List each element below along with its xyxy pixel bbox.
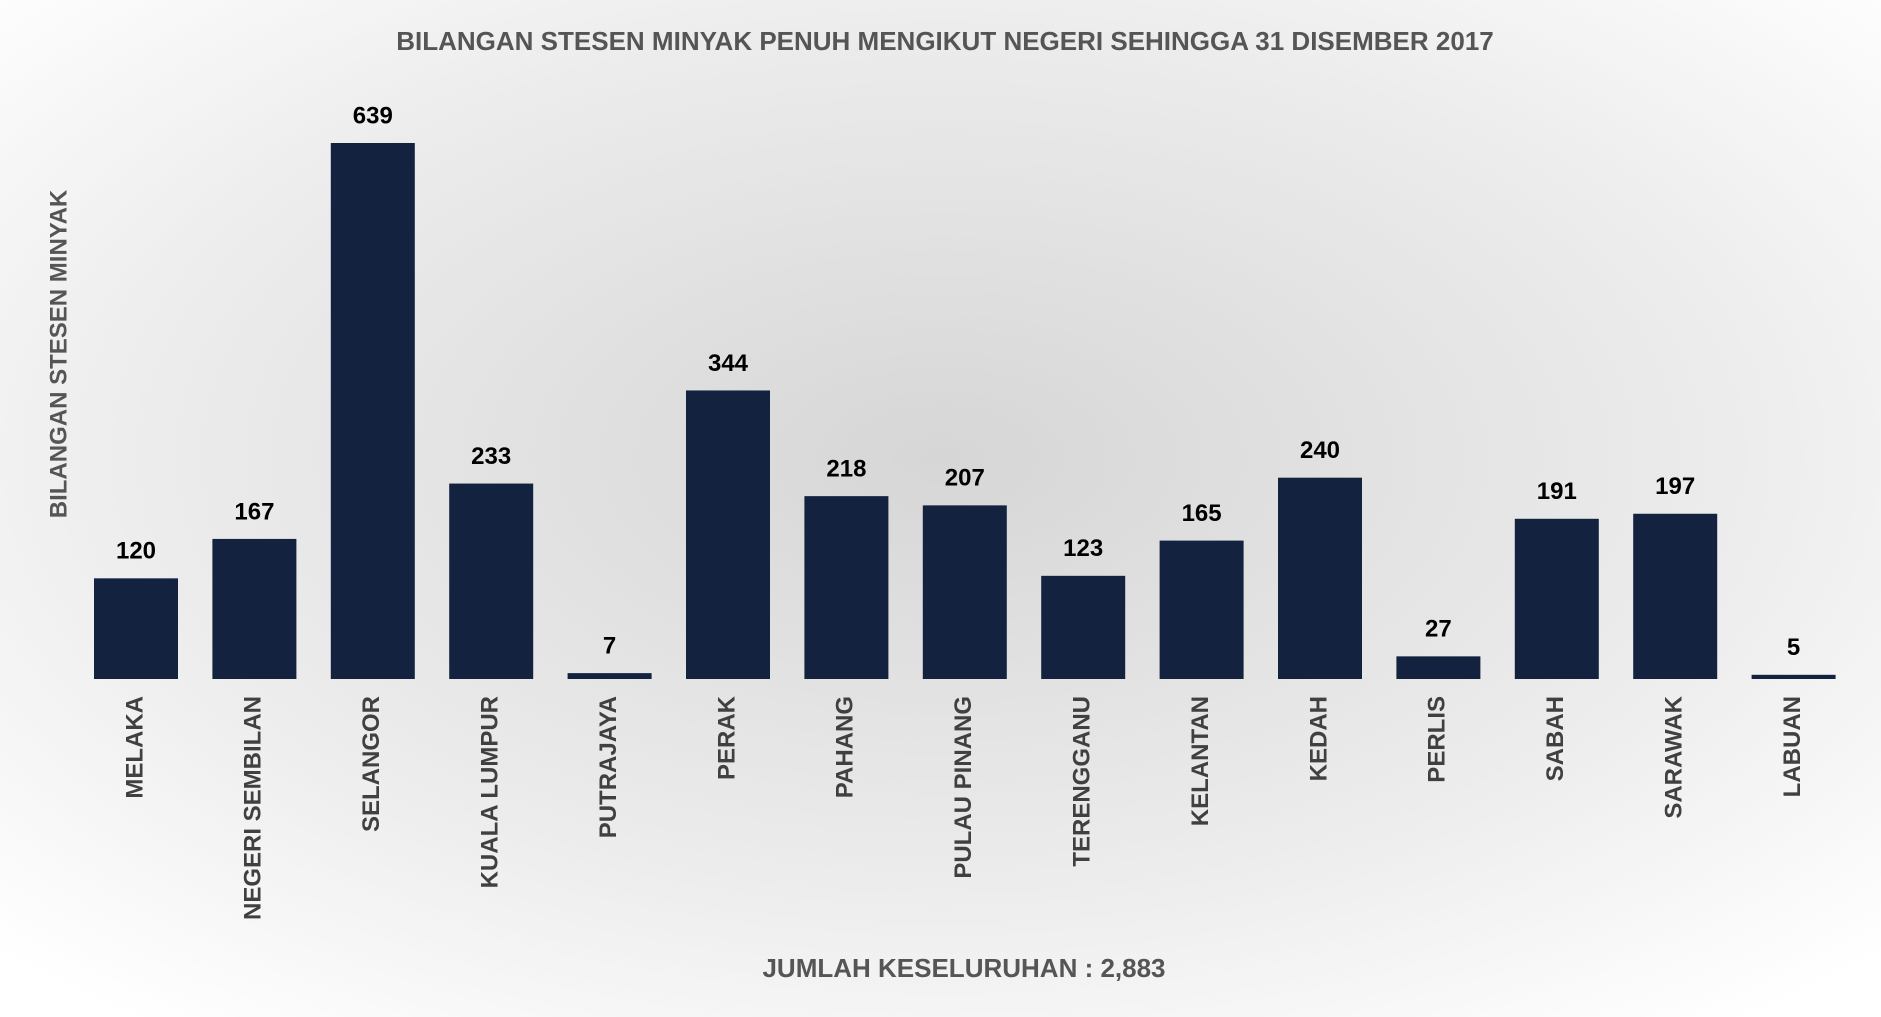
x-tick-label: PULAU PINANG	[950, 696, 977, 879]
total-annotation: JUMLAH KESELURUHAN : 2,883	[762, 953, 1165, 983]
x-tick-label: TERENGGANU	[1069, 696, 1096, 867]
x-tick-label: PUTRAJAYA	[595, 696, 622, 838]
bar	[1633, 513, 1718, 679]
x-tick-label: PAHANG	[832, 696, 859, 798]
x-tick-label: NEGERI SEMBILAN	[240, 696, 267, 920]
value-label: 207	[945, 465, 985, 492]
value-label: 27	[1425, 616, 1452, 643]
bar	[686, 390, 770, 679]
x-tick-label: PERLIS	[1424, 696, 1451, 783]
bar	[1278, 477, 1362, 679]
value-label: 7	[603, 632, 616, 659]
value-label: 120	[116, 538, 156, 565]
value-label: 165	[1182, 500, 1222, 527]
value-label: 344	[708, 350, 749, 377]
x-tick-label: SABAH	[1542, 696, 1569, 781]
bar	[449, 483, 534, 679]
value-label: 167	[234, 498, 274, 525]
value-label: 191	[1537, 478, 1577, 505]
value-label: 218	[826, 455, 866, 482]
bar	[212, 538, 297, 679]
bar	[1396, 656, 1481, 679]
x-tick-label: SELANGOR	[358, 696, 385, 832]
bar	[567, 673, 652, 679]
bar	[330, 143, 415, 679]
bar	[804, 496, 889, 679]
chart-title: BILANGAN STESEN MINYAK PENUH MENGIKUT NE…	[396, 26, 1493, 56]
x-tick-label: MELAKA	[121, 696, 148, 799]
y-axis-label: BILANGAN STESEN MINYAK	[45, 189, 72, 518]
x-tick-label: KELANTAN	[1187, 696, 1214, 826]
bar	[1514, 518, 1599, 679]
bar	[1041, 575, 1126, 679]
bar	[1159, 540, 1244, 679]
bar	[1751, 674, 1836, 679]
value-label: 197	[1655, 473, 1695, 500]
x-tick-label: LABUAN	[1779, 696, 1806, 797]
x-tick-label: KUALA LUMPUR	[477, 696, 504, 888]
bar	[94, 578, 178, 679]
value-label: 233	[471, 443, 511, 470]
value-label: 240	[1300, 437, 1340, 464]
x-tick-label: SARAWAK	[1661, 695, 1688, 818]
x-tick-label: KEDAH	[1305, 696, 1332, 781]
value-label: 123	[1063, 535, 1103, 562]
value-label: 5	[1787, 634, 1800, 661]
value-label: 639	[353, 102, 393, 129]
x-tick-label: PERAK	[713, 695, 740, 780]
bar	[922, 505, 1007, 679]
